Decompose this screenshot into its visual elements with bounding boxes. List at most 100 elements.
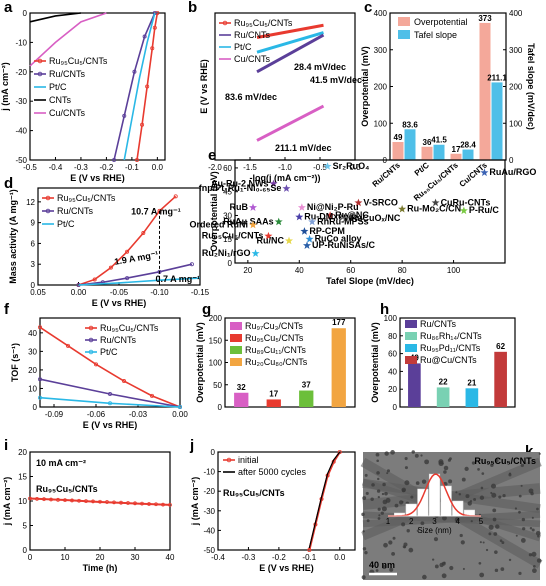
nanoparticle [482, 541, 485, 544]
y-tick-label: 9 [31, 219, 36, 228]
panel-label-j: j [189, 437, 194, 454]
y-tick-label: 0 [33, 403, 38, 412]
point-label: Ordered RuNi [189, 219, 248, 229]
nanoparticle [381, 492, 385, 496]
y-tick-label: -20 [15, 68, 27, 77]
nanoparticle [529, 527, 533, 530]
histogram-tick-label: 2 [409, 517, 414, 526]
series-line [39, 396, 181, 408]
y-tick-label: -40 [203, 526, 215, 535]
legend-marker [88, 325, 94, 331]
legend-label: CNTs [49, 95, 71, 105]
legend-swatch [230, 358, 242, 366]
nanoparticle [480, 486, 484, 490]
x-tick-label: 0 [28, 553, 33, 562]
legend-marker [45, 195, 51, 201]
legend-swatch [230, 322, 242, 330]
y-axis-label: TOF (s⁻¹) [10, 343, 20, 382]
series-line [78, 263, 193, 286]
nanoparticle [522, 527, 526, 531]
legend-swatch [230, 334, 242, 342]
data-point [337, 449, 342, 454]
data-point [56, 497, 60, 502]
nanoparticle [520, 484, 523, 487]
x-tick-label: -0.09 [45, 410, 64, 419]
nanoparticle [361, 575, 366, 580]
star-marker [459, 206, 468, 215]
nanoparticle [501, 541, 505, 545]
series-line [113, 12, 156, 161]
nanoparticle [390, 450, 395, 455]
nanoparticle [508, 473, 512, 477]
nanoparticle [454, 517, 460, 523]
y-axis-label: Overpotential (mV) [370, 322, 380, 403]
legend-label: Tafel slope [414, 30, 457, 40]
series-line [78, 277, 201, 286]
y-tick-label: 10 [28, 384, 37, 393]
data-point [152, 25, 157, 30]
legend-label: Ru₉₅Cu₅/CNTs [57, 193, 116, 203]
star-marker [303, 241, 311, 249]
nanoparticle [535, 530, 541, 536]
y-tick-label: -20 [203, 487, 215, 496]
nanoparticle [471, 461, 476, 465]
nanoparticle [485, 548, 489, 552]
point-label: Ru@NC [335, 210, 369, 220]
x-tick-label: -0.06 [87, 410, 106, 419]
y-tick-label: 300 [509, 46, 523, 55]
y-tick-label: 5 [23, 522, 28, 531]
x-tick-label: 100 [447, 266, 461, 275]
nanoparticle [404, 466, 408, 470]
star-marker [285, 236, 293, 245]
legend-label: Pt/C [234, 42, 252, 52]
y-axis-label: Overpotential (mV) [195, 322, 205, 403]
nanoparticle [362, 530, 365, 533]
bar-value-label: 17 [452, 145, 461, 154]
data-point [126, 501, 130, 505]
x-tick-label: -0.1 [125, 163, 139, 172]
data-point [105, 500, 109, 504]
nanoparticle [488, 532, 492, 536]
data-point [108, 265, 113, 270]
star-marker [251, 249, 260, 257]
nanoparticle [490, 491, 493, 494]
x-tick-label: -0.3 [242, 553, 256, 562]
bar-value-label: 62 [496, 342, 505, 351]
panel-j: -0.4 -0.3 -0.2 -0.1 0.0 0 -10 -20 -30 -40 -50 E (V … [190, 448, 356, 573]
panel-k: Ru₉₅Cu₅/CNTs 1 2 3 4 5 Size (nm) 40 nm [360, 450, 543, 580]
plot-frame [217, 451, 356, 551]
nanoparticle [531, 528, 535, 532]
data-point [28, 496, 32, 501]
legend-label: Ru₂₀Cu₈₀/CNTs [245, 357, 308, 367]
star-marker [297, 203, 306, 211]
point-label: Ni@Ni₂P-Ru [307, 202, 359, 212]
legend-marker [37, 71, 43, 77]
legend-label: Ru/CNTs [57, 206, 94, 216]
data-point [140, 501, 144, 506]
legend-label: Ru₉₅Pd₁₁/CNTs [420, 343, 481, 353]
x-tick-label: 0.00 [71, 288, 87, 297]
nanoparticle [494, 550, 498, 554]
star-marker [300, 227, 309, 235]
data-point [150, 46, 155, 51]
data-point [147, 502, 151, 506]
bar-value-label: 37 [302, 381, 311, 390]
nanoparticle [401, 488, 406, 493]
point-label: Au-Ru-2 NWs [211, 178, 269, 188]
y-tick-label: -30 [203, 507, 215, 516]
bar-value-label: 49 [394, 133, 403, 142]
y-tick-label: -10 [203, 468, 215, 477]
nanoparticle [401, 522, 406, 527]
nanoparticle [532, 564, 536, 568]
data-point [49, 497, 53, 502]
nanoparticle [380, 511, 384, 515]
point-label: Ru₉₅Cu₅/CNTs [202, 231, 264, 241]
x-tick-label: -1.0 [278, 163, 292, 172]
histogram-x-label: Size (nm) [417, 526, 452, 535]
x-axis-label: Time (h) [83, 563, 118, 573]
bar [408, 363, 421, 407]
nanoparticle [528, 488, 534, 494]
y-axis-label: j (mA cm⁻²) [0, 62, 10, 111]
y-tick-label: 10 [18, 497, 27, 506]
